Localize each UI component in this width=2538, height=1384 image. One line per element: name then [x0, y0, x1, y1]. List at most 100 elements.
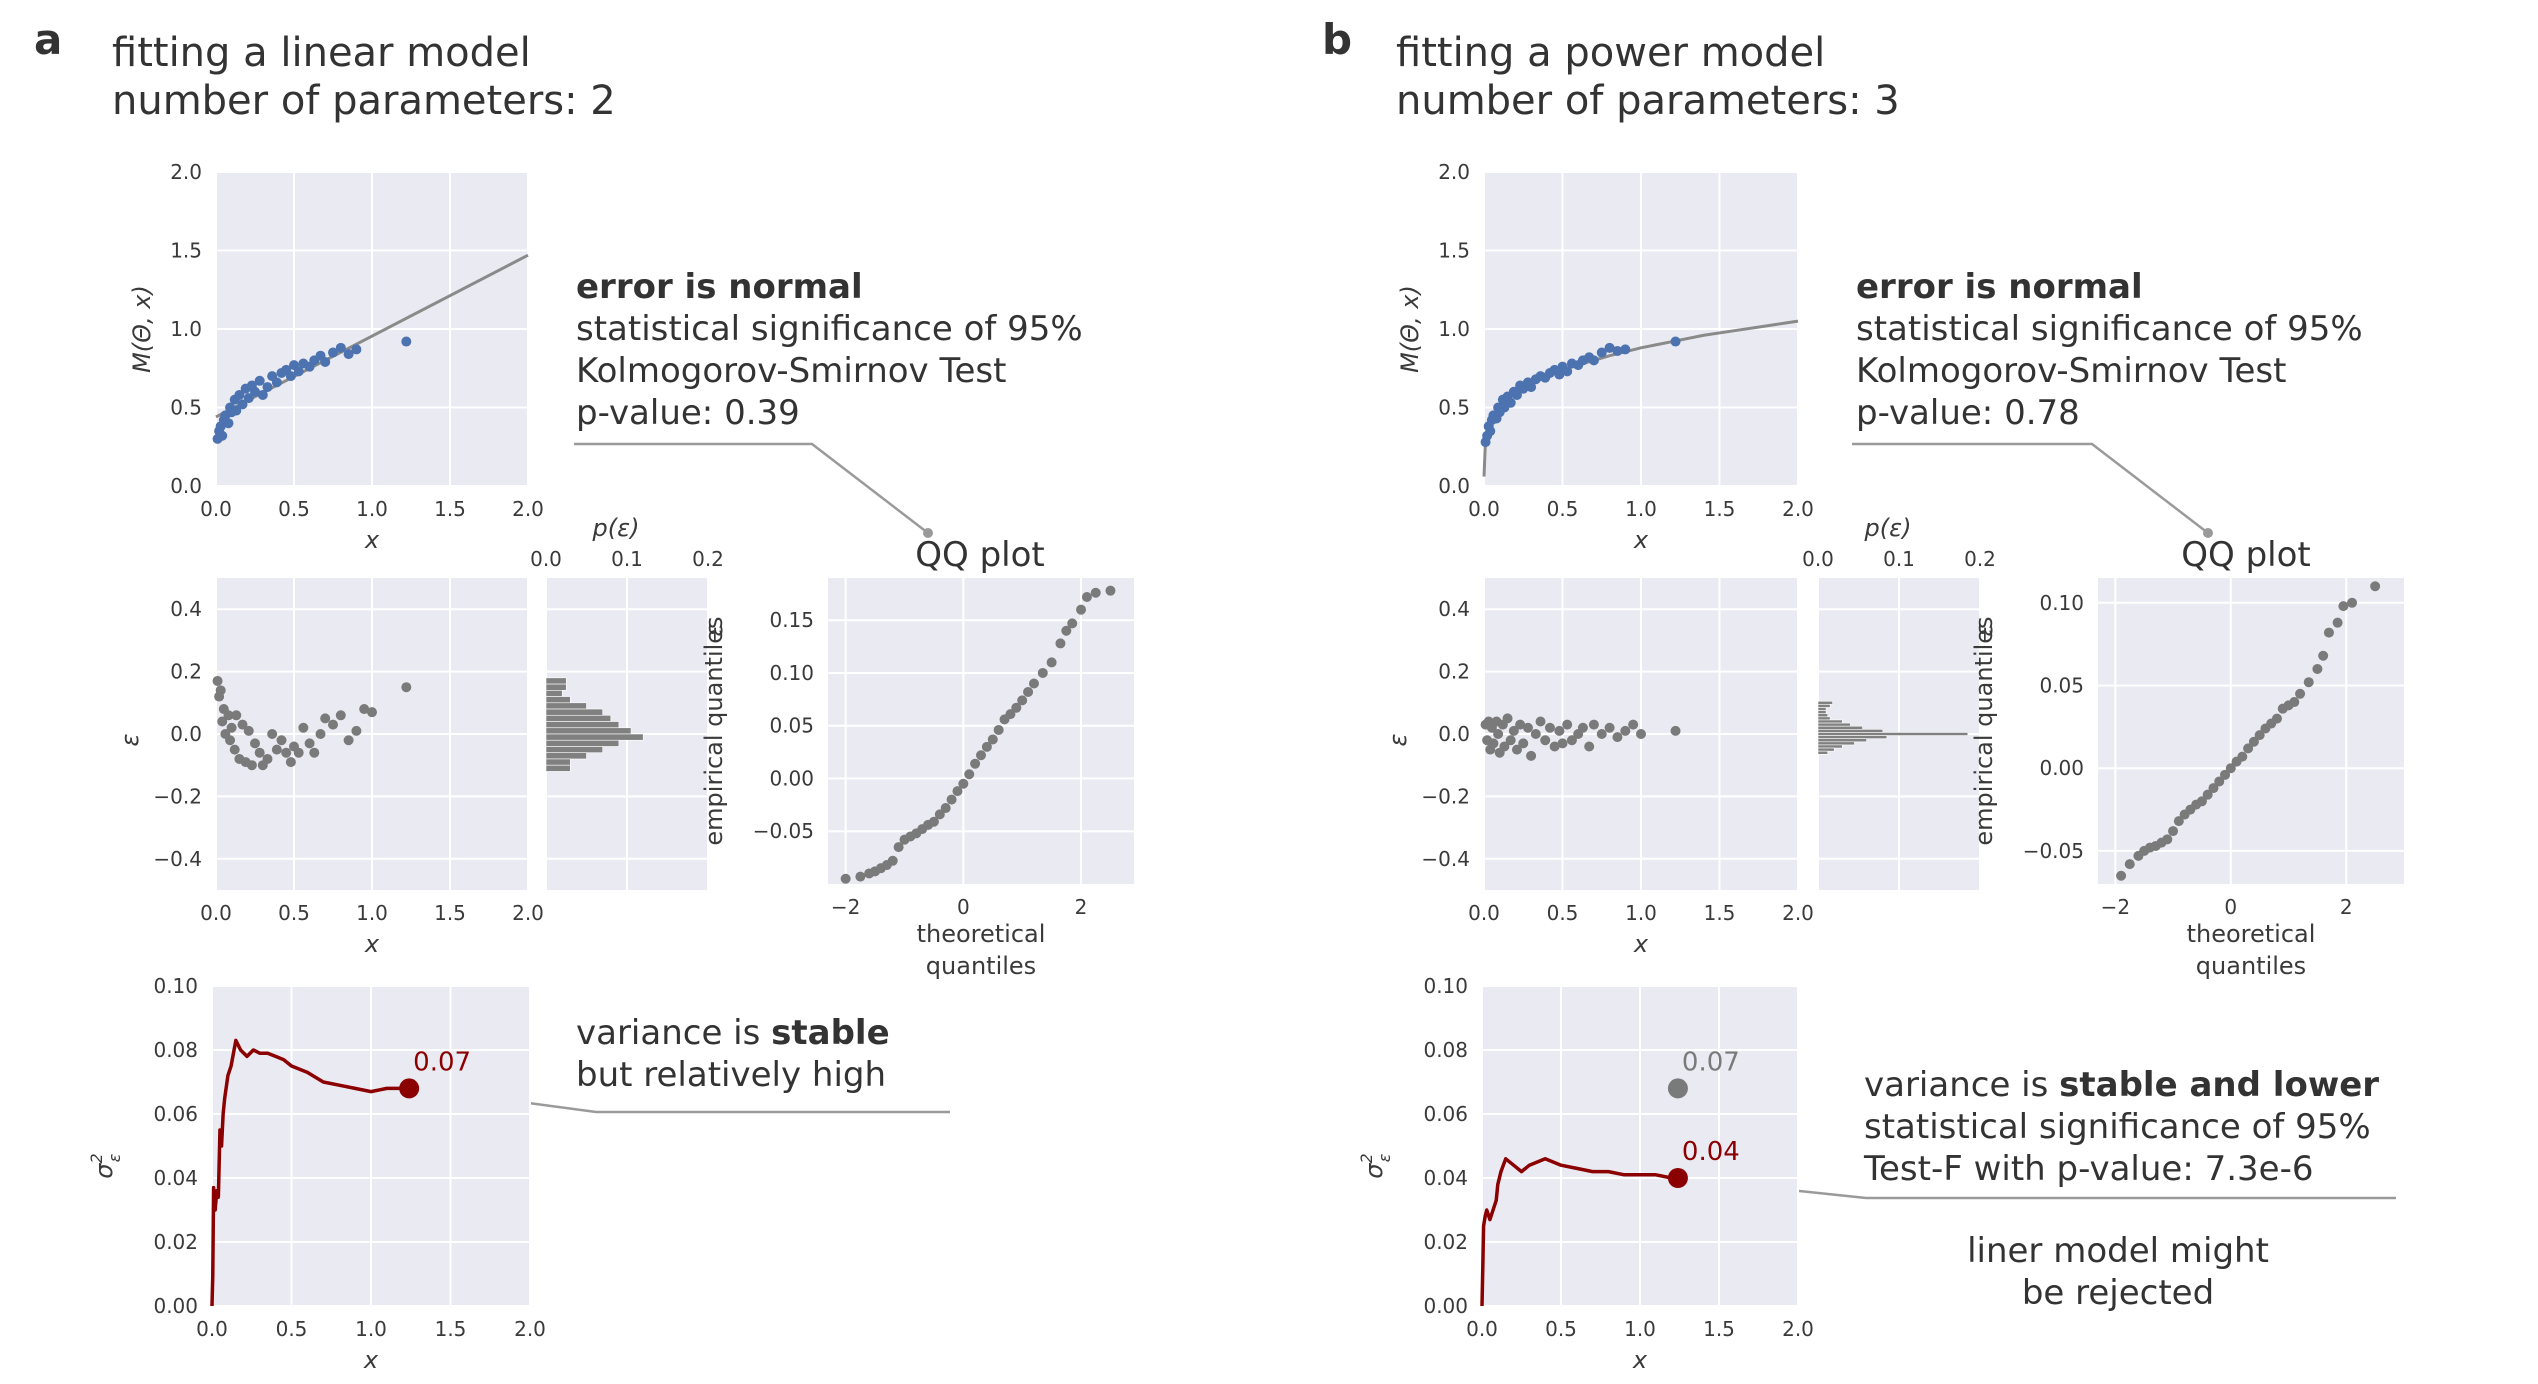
y-axis-label: σ2ε [87, 1153, 124, 1178]
y-tick-label: 0.02 [1423, 1230, 1468, 1254]
qq-point [887, 855, 898, 866]
data-point [1505, 397, 1516, 408]
ks-p-value: p-value: 0.39 [576, 393, 800, 433]
ks-title: error is normal [1856, 267, 2143, 307]
qq-point [1090, 587, 1101, 598]
residual-point [246, 760, 257, 771]
qq-point [893, 842, 904, 853]
qq-point [2289, 697, 2300, 708]
x-tick-label: 2.0 [512, 901, 544, 925]
y-tick-label: 0.02 [153, 1230, 198, 1254]
qq-point [2124, 859, 2135, 870]
variance-line [210, 1038, 410, 1307]
x-tick-label: 1.0 [356, 497, 388, 521]
residual-point [243, 725, 254, 736]
qq-point [958, 778, 969, 789]
qq-point [2237, 751, 2248, 762]
histogram-bar [545, 752, 587, 760]
x-tick-label: 0.5 [1547, 901, 1579, 925]
qq-point [1055, 638, 1066, 649]
variance-note-line1: variance is stable [576, 1013, 890, 1053]
histogram-bar [1817, 735, 1888, 739]
x-tick-label: 0.0 [1468, 497, 1500, 521]
x-tick-label: 1.5 [434, 497, 466, 521]
data-point [234, 389, 245, 400]
x-axis-label: x [364, 526, 380, 554]
qq-point [855, 871, 866, 882]
subplot-QQ-plot-a: −2 0 2 −0.05 0.00 0.05 0.10 0.15 theoretical quan… [700, 578, 1134, 980]
histogram-bar [1817, 725, 1863, 730]
y-tick-label: 0.00 [1423, 1294, 1468, 1318]
x-tick-label: 0.5 [276, 1317, 308, 1341]
x-axis-label: p(ε) [1864, 514, 1912, 542]
qq-point [1105, 585, 1116, 596]
qq-point [2162, 834, 2173, 845]
residual-point [1549, 741, 1560, 752]
y-axis-label: ε [116, 733, 144, 746]
residual-point [267, 729, 278, 739]
variance-note-line2: statistical significance of 95% [1864, 1107, 2371, 1147]
residual-point [1670, 725, 1681, 736]
data-point [243, 393, 254, 404]
y-axis-symbol: ε [1970, 623, 1998, 636]
qq-point [987, 734, 998, 745]
panel-a: a fitting a linear model number of param… [34, 15, 1083, 1114]
x-axis-label: x [364, 930, 380, 958]
subplot-residual-histogram-b: 0.0 0.1 0.2 p(ε) [1802, 514, 1996, 890]
ks-leader-line [1852, 442, 2209, 534]
residual-point [1636, 729, 1646, 739]
qq-point [2323, 627, 2334, 638]
y-tick-label: 0.0 [170, 474, 202, 498]
ks-leader-dot [2203, 528, 2213, 538]
data-point [343, 349, 354, 360]
panel-title-line1: fitting a linear model [112, 30, 531, 76]
histogram-bar [1817, 741, 1855, 746]
x-axis-label: x [1633, 930, 1649, 958]
qq-point [964, 769, 975, 780]
x-tick-label: 1.0 [1625, 901, 1657, 925]
qq-point [2318, 650, 2329, 661]
histogram-bar [545, 683, 567, 691]
residual-point [1526, 750, 1537, 761]
x-tick-label: 1.5 [1704, 901, 1736, 925]
plot-area [2098, 578, 2404, 884]
data-point [237, 399, 248, 410]
qq-point [840, 873, 851, 884]
x-tick-label: 0.2 [1964, 547, 1996, 571]
variance-annotation: variance is stable but relatively high [415, 1013, 950, 1114]
residual-point [1499, 741, 1510, 752]
residual-point [359, 704, 370, 715]
residual-point [212, 675, 223, 686]
subplot-variance-a: 0.0 0.5 1.0 1.5 2.0 0.00 0.02 0.04 0.06 0.08 0.10 0… [87, 974, 546, 1374]
residual-point [226, 722, 237, 733]
y-axis-label: empirical quantiles [700, 616, 728, 845]
histogram-bar [1817, 722, 1851, 727]
x-axis-label-line1: theoretical [2187, 920, 2316, 948]
qq-point [2173, 816, 2184, 827]
qq-point [2214, 776, 2225, 787]
qq-point [1011, 702, 1022, 713]
x-tick-label: 0.5 [278, 901, 310, 925]
x-tick-label: 1.5 [434, 901, 466, 925]
variance-line [1480, 1157, 1678, 1307]
data-point [257, 389, 268, 400]
qq-point [1037, 667, 1048, 678]
data-point [271, 377, 282, 388]
subplot-residuals-b: 0.0 0.5 1.0 1.5 2.0 −0.4 −0.2 0.0 0.2 0.4 x ε [1384, 578, 1814, 958]
x-tick-label: 0.2 [692, 547, 724, 571]
panel-title-line1: fitting a power model [1396, 30, 1825, 76]
residual-point [1540, 735, 1551, 746]
qq-point [1046, 657, 1057, 668]
rejection-note-line2: be rejected [2022, 1273, 2214, 1313]
qq-point [928, 816, 939, 827]
qq-point [2347, 597, 2358, 608]
x-tick-label: −2 [831, 895, 860, 919]
data-point [320, 356, 331, 367]
residual-point [1612, 732, 1623, 743]
y-tick-label: 1.5 [170, 239, 202, 263]
histogram-bar [1817, 704, 1831, 708]
ks-significance: statistical significance of 95% [1856, 309, 2363, 349]
data-point [223, 418, 234, 429]
histogram-bar [545, 677, 567, 685]
residual-point [1488, 738, 1499, 749]
